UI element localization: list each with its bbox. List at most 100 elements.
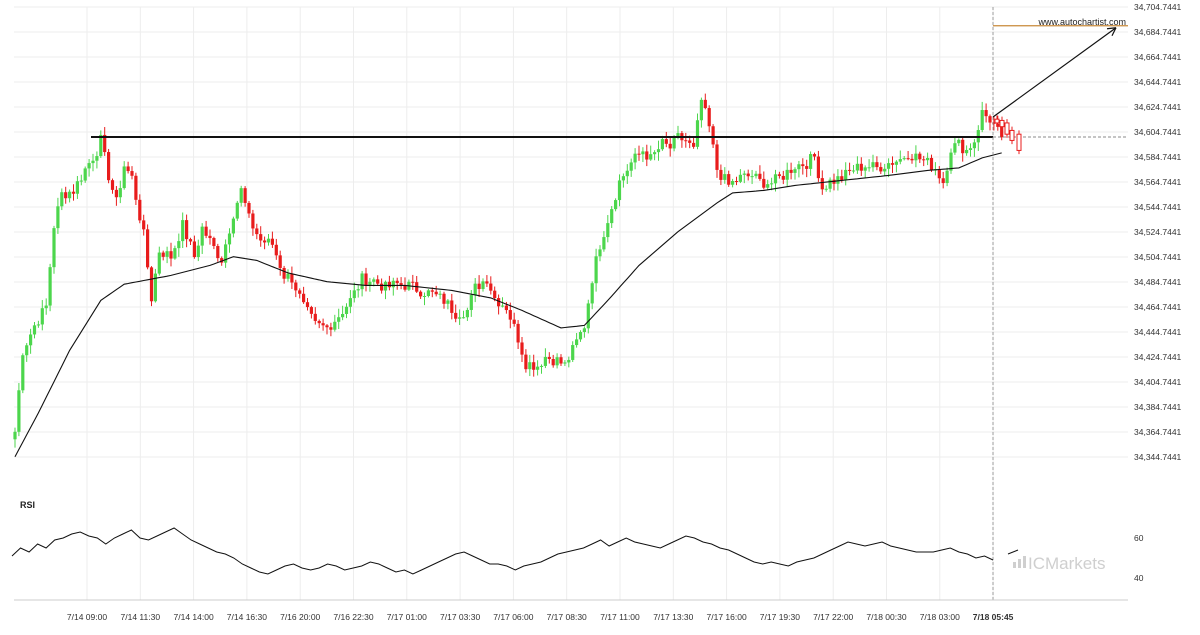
bearish-candle xyxy=(508,310,512,320)
bearish-candle xyxy=(1000,126,1004,138)
bullish-candle xyxy=(227,233,232,245)
bearish-candle xyxy=(781,175,785,180)
bullish-candle xyxy=(21,355,25,391)
price-tick-label: 34,684.7441 xyxy=(1134,27,1182,37)
bearish-candle xyxy=(450,300,454,313)
bearish-candle xyxy=(419,291,423,297)
bearish-candle xyxy=(454,312,458,319)
bearish-candle xyxy=(321,323,325,326)
bullish-candle xyxy=(446,300,450,304)
bearish-candle xyxy=(395,280,399,284)
bearish-candle xyxy=(243,188,247,203)
bullish-candle xyxy=(773,174,778,184)
bearish-candle xyxy=(890,163,895,165)
bullish-candle xyxy=(586,303,590,329)
bullish-candle xyxy=(614,200,618,210)
bearish-candle xyxy=(270,238,274,245)
bullish-candle xyxy=(372,279,376,282)
bullish-candle xyxy=(344,306,349,314)
bearish-candle xyxy=(282,267,286,279)
bullish-candle xyxy=(360,273,364,290)
bullish-candle xyxy=(68,191,72,199)
bullish-candle xyxy=(200,226,204,246)
autochartist-url[interactable]: www.autochartist.com xyxy=(1037,17,1126,27)
price-tick-label: 34,344.7441 xyxy=(1134,452,1182,462)
bullish-candle xyxy=(333,321,337,330)
bullish-candle xyxy=(368,281,372,286)
bullish-candle xyxy=(422,295,427,297)
bullish-candle xyxy=(356,289,360,291)
bullish-candle xyxy=(29,334,33,346)
rsi-projection-line xyxy=(1007,549,1019,555)
bullish-candle xyxy=(52,228,56,268)
moving-average-line xyxy=(14,152,1002,457)
bearish-candle xyxy=(922,159,926,161)
bearish-candle xyxy=(274,244,278,256)
bullish-candle xyxy=(231,218,235,234)
price-tick-label: 34,484.7441 xyxy=(1134,277,1182,287)
projected-candle xyxy=(1016,133,1022,151)
bearish-candle xyxy=(777,174,781,176)
projected-candle xyxy=(1009,129,1015,141)
bullish-candle xyxy=(286,273,290,279)
bullish-candle xyxy=(770,183,774,185)
bearish-candle xyxy=(996,123,1000,127)
price-tick-label: 34,404.7441 xyxy=(1134,377,1182,387)
bearish-candle xyxy=(637,153,641,155)
bearish-candle xyxy=(984,110,988,117)
price-tick-label: 34,504.7441 xyxy=(1134,252,1182,262)
bearish-candle xyxy=(816,156,820,179)
bullish-candle xyxy=(500,305,505,307)
bullish-candle xyxy=(590,283,594,304)
bearish-candle xyxy=(309,307,313,314)
bullish-candle xyxy=(32,325,37,335)
bearish-candle xyxy=(313,313,317,321)
bullish-candle xyxy=(965,149,969,154)
bearish-candle xyxy=(302,293,306,303)
bearish-candle xyxy=(929,157,934,171)
bearish-candle xyxy=(879,167,883,172)
bearish-candle xyxy=(520,342,524,355)
bullish-candle xyxy=(122,166,126,189)
time-tick-label: 7/14 11:30 xyxy=(121,612,161,622)
bullish-candle xyxy=(676,133,680,138)
bullish-candle xyxy=(40,308,44,325)
bullish-candle xyxy=(731,181,735,185)
bearish-candle xyxy=(259,234,263,241)
bearish-candle xyxy=(376,279,380,284)
bearish-candle xyxy=(161,252,165,257)
bullish-candle xyxy=(742,173,746,175)
bearish-candle xyxy=(910,158,914,161)
bearish-candle xyxy=(820,178,824,190)
bearish-candle xyxy=(840,176,844,181)
bullish-candle xyxy=(594,256,598,284)
time-tick-label: 7/14 16:30 xyxy=(227,612,267,622)
bearish-candle xyxy=(380,283,384,291)
bearish-candle xyxy=(504,305,508,311)
bullish-candle xyxy=(56,206,60,229)
bearish-candle xyxy=(719,169,723,180)
bearish-candle xyxy=(516,323,520,343)
bullish-candle xyxy=(83,168,87,181)
price-tick-label: 34,564.7441 xyxy=(1134,177,1182,187)
bullish-candle xyxy=(926,157,930,161)
bullish-candle xyxy=(754,173,758,177)
bearish-candle xyxy=(130,171,134,176)
projected-candle xyxy=(999,119,1005,128)
time-tick-label: 7/16 20:00 xyxy=(280,612,320,622)
bullish-candle xyxy=(617,180,622,201)
bearish-candle xyxy=(758,173,762,179)
bearish-candle xyxy=(192,241,196,258)
icmarkets-wordmark: ICMarkets xyxy=(1028,554,1105,573)
bearish-candle xyxy=(188,239,193,242)
bearish-candle xyxy=(715,144,719,170)
grid xyxy=(14,6,1128,600)
time-tick-label: 7/14 14:00 xyxy=(174,612,214,622)
bullish-candle xyxy=(458,317,462,319)
bullish-candle xyxy=(863,167,867,171)
projected-candle xyxy=(1004,122,1010,135)
bullish-candle xyxy=(481,281,485,290)
bullish-candle xyxy=(543,356,547,366)
bullish-candle xyxy=(341,313,345,318)
